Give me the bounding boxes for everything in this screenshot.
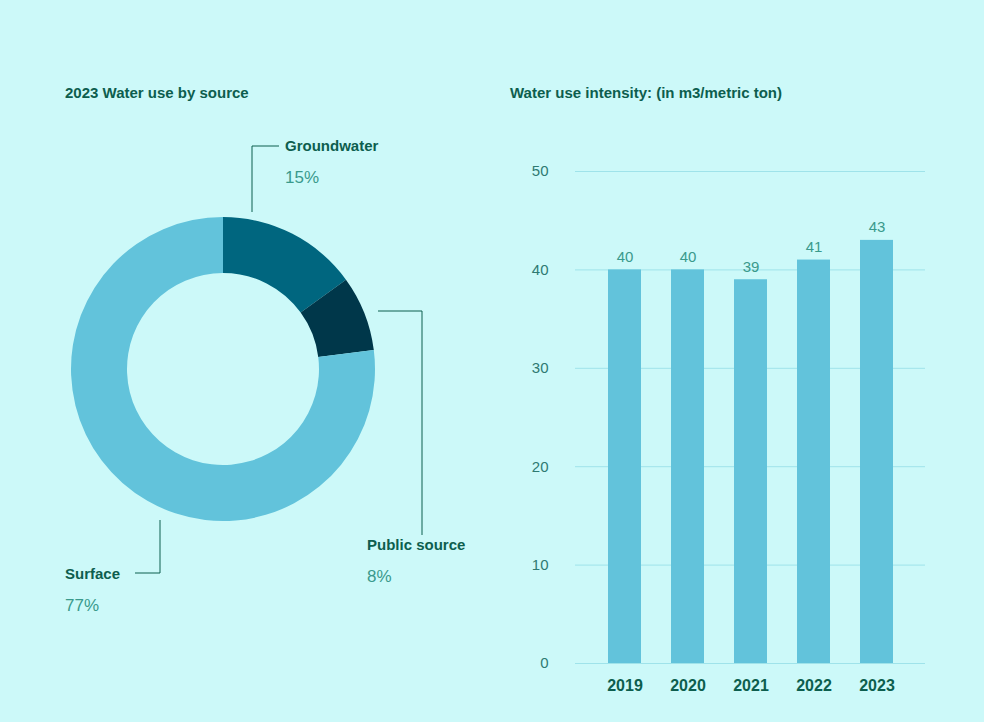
svg-text:2023: 2023 xyxy=(859,677,895,694)
svg-text:43: 43 xyxy=(869,218,886,235)
svg-text:Surface: Surface xyxy=(65,565,120,582)
svg-text:2022: 2022 xyxy=(796,677,832,694)
svg-text:40: 40 xyxy=(680,248,697,265)
svg-text:39: 39 xyxy=(743,258,760,275)
svg-text:Groundwater: Groundwater xyxy=(285,137,379,154)
html-text:2023 Water use by source: 2023 Water use by source xyxy=(65,84,249,101)
svg-text:0: 0 xyxy=(540,654,548,671)
svg-text:40: 40 xyxy=(532,261,549,278)
svg-text:40: 40 xyxy=(617,248,634,265)
svg-text:10: 10 xyxy=(532,556,549,573)
svg-text:41: 41 xyxy=(806,238,823,255)
svg-text:Public source: Public source xyxy=(367,536,465,553)
html-text:Water use intensity: (in m3/me: Water use intensity: (in m3/metric ton) xyxy=(510,84,782,101)
svg-text:20: 20 xyxy=(532,458,549,475)
svg-text:15%: 15% xyxy=(285,168,319,187)
svg-text:77%: 77% xyxy=(65,596,99,615)
svg-text:50: 50 xyxy=(532,162,549,179)
svg-text:2020: 2020 xyxy=(670,677,706,694)
svg-text:2021: 2021 xyxy=(733,677,769,694)
svg-text:8%: 8% xyxy=(367,567,392,586)
svg-text:2019: 2019 xyxy=(607,677,643,694)
svg-text:30: 30 xyxy=(532,359,549,376)
